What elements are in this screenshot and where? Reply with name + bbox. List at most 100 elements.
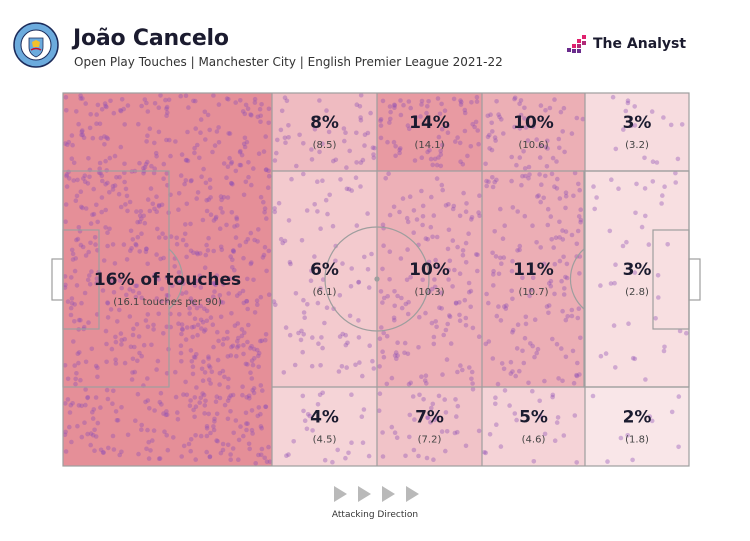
touch-dot xyxy=(233,418,239,423)
touch-dot xyxy=(191,250,196,255)
touch-dot xyxy=(220,441,226,447)
touch-dot xyxy=(498,444,504,449)
touch-dot xyxy=(178,350,184,356)
touch-dot xyxy=(266,173,272,179)
zone-pct-label: 10% xyxy=(409,260,450,280)
touch-dot xyxy=(463,323,469,328)
touch-dot xyxy=(105,230,110,235)
touch-dot xyxy=(446,227,452,233)
touch-dot xyxy=(94,312,100,317)
touch-dot xyxy=(428,156,434,162)
touch-dot xyxy=(331,158,336,164)
touch-dot xyxy=(300,393,306,399)
touch-dot xyxy=(299,328,304,334)
touch-dot xyxy=(519,182,524,188)
touch-dot xyxy=(398,146,403,151)
touch-dot xyxy=(251,390,257,396)
touch-dot xyxy=(85,181,91,186)
touch-dot xyxy=(362,254,367,260)
touch-dot xyxy=(404,215,410,221)
touch-dot xyxy=(501,255,507,260)
touch-dot xyxy=(145,398,151,403)
touch-dot xyxy=(428,420,433,425)
touch-dot xyxy=(198,433,204,439)
touch-dot xyxy=(392,353,398,358)
touch-dot xyxy=(134,242,139,248)
touch-dot xyxy=(206,298,211,303)
touch-dot xyxy=(517,126,523,131)
touch-dot xyxy=(229,181,234,186)
touch-dot xyxy=(576,214,582,219)
touch-dot xyxy=(164,137,169,143)
touch-dot xyxy=(538,199,543,205)
touch-dot xyxy=(87,273,92,278)
touch-dot xyxy=(102,101,108,106)
touch-dot xyxy=(83,359,89,365)
touch-dot xyxy=(117,452,122,458)
touch-dot xyxy=(343,130,348,135)
zone-per90-label: (1.8) xyxy=(625,435,649,446)
touch-dot xyxy=(272,158,278,163)
touch-dot xyxy=(119,97,125,102)
touch-dot xyxy=(577,372,582,377)
touch-dot xyxy=(416,345,421,350)
touch-dot xyxy=(484,291,489,297)
touch-dot xyxy=(531,459,537,464)
touch-dot xyxy=(361,407,367,412)
touch-dot xyxy=(145,312,151,317)
touch-dot xyxy=(237,149,243,155)
touch-dot xyxy=(134,322,140,327)
touch-dot xyxy=(322,320,327,326)
touch-dot xyxy=(569,313,575,319)
touch-dot xyxy=(543,108,548,113)
touch-dot xyxy=(139,216,144,222)
touch-dot xyxy=(125,103,131,108)
touch-dot xyxy=(556,136,562,142)
touch-dot xyxy=(475,252,480,258)
touch-dot xyxy=(607,228,613,234)
touch-dot xyxy=(221,161,227,166)
touch-dot xyxy=(258,452,264,458)
touch-dot xyxy=(181,443,187,449)
touch-dot xyxy=(222,374,227,380)
touch-dot xyxy=(422,378,428,383)
touch-dot xyxy=(611,323,617,328)
touch-dot xyxy=(252,96,258,102)
touch-dot xyxy=(74,193,80,199)
touch-dot xyxy=(455,403,461,409)
touch-dot xyxy=(360,373,365,379)
touch-dot xyxy=(466,231,471,236)
touch-dot xyxy=(236,335,241,341)
touch-dot xyxy=(257,106,263,112)
touch-dot xyxy=(252,356,257,361)
touch-dot xyxy=(345,340,350,346)
touch-dot xyxy=(141,213,146,219)
touch-dot xyxy=(92,235,98,240)
touch-dot xyxy=(639,224,645,230)
touch-dot xyxy=(650,179,656,184)
touch-dot xyxy=(208,212,214,217)
zone-pct-label: 10% xyxy=(513,113,554,133)
touch-dot xyxy=(448,341,454,346)
touch-dot xyxy=(243,410,249,416)
touch-dot xyxy=(206,354,211,360)
touch-dot xyxy=(246,441,252,447)
touch-dot xyxy=(219,247,225,253)
touch-dot xyxy=(202,411,207,416)
touch-dot xyxy=(255,413,261,419)
touch-dot xyxy=(493,254,499,259)
touch-dot xyxy=(343,332,349,338)
touch-dot xyxy=(199,366,205,372)
touch-dot xyxy=(439,306,445,311)
touch-dot xyxy=(437,111,443,117)
touch-dot xyxy=(420,203,426,209)
touch-dot xyxy=(154,194,159,199)
touch-dot xyxy=(264,216,269,221)
touch-dot xyxy=(93,363,99,369)
touch-dot xyxy=(80,96,85,101)
touch-dot xyxy=(212,419,217,424)
touch-dot xyxy=(73,376,78,382)
touch-dot xyxy=(238,424,243,429)
touch-dot xyxy=(229,311,234,316)
touch-dot xyxy=(302,418,308,424)
